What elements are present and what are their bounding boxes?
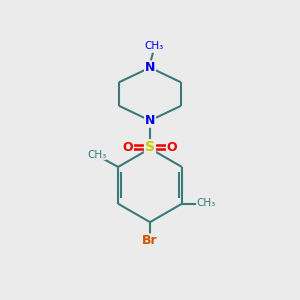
- Text: O: O: [167, 141, 177, 154]
- Text: N: N: [145, 61, 155, 74]
- Text: CH₃: CH₃: [196, 198, 216, 208]
- Text: CH₃: CH₃: [145, 41, 164, 51]
- Text: S: S: [145, 140, 155, 154]
- Text: O: O: [123, 141, 133, 154]
- Text: N: N: [145, 114, 155, 127]
- Text: Br: Br: [142, 234, 158, 247]
- Text: CH₃: CH₃: [87, 150, 106, 160]
